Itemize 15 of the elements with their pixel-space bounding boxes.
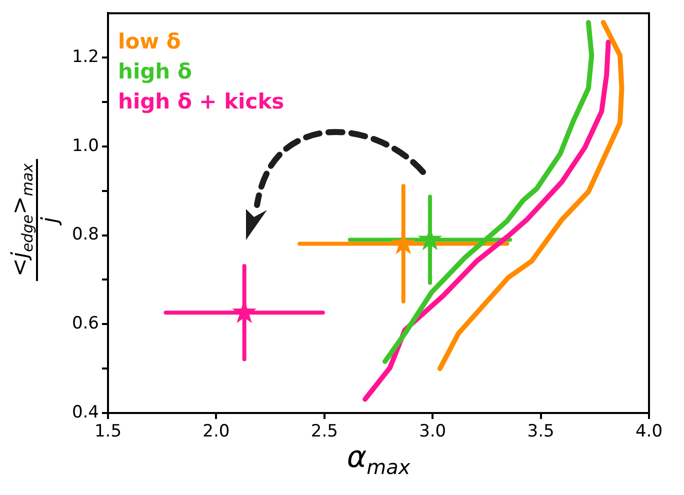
y-tick-label: 1.0 <box>72 136 99 156</box>
x-tick-label: 4.0 <box>635 422 663 442</box>
x-axis-title: α$_{max}$ <box>346 440 412 479</box>
x-tick-label: 2.0 <box>202 422 230 442</box>
text: high δ <box>118 60 192 84</box>
y-tick-label: 0.8 <box>72 224 99 245</box>
y-tick-label: 0.6 <box>72 314 99 334</box>
x-tick-label: 1.5 <box>94 422 122 442</box>
text: low δ <box>118 30 181 54</box>
x-tick-label: 3.5 <box>527 422 554 442</box>
y-tick-label: 0.4 <box>72 402 99 422</box>
x-tick-label: 2.5 <box>310 422 338 442</box>
x-tick-label: 3.0 <box>419 422 446 442</box>
y-tick-label: 1.2 <box>72 47 99 68</box>
text: high δ + kicks <box>118 90 284 114</box>
